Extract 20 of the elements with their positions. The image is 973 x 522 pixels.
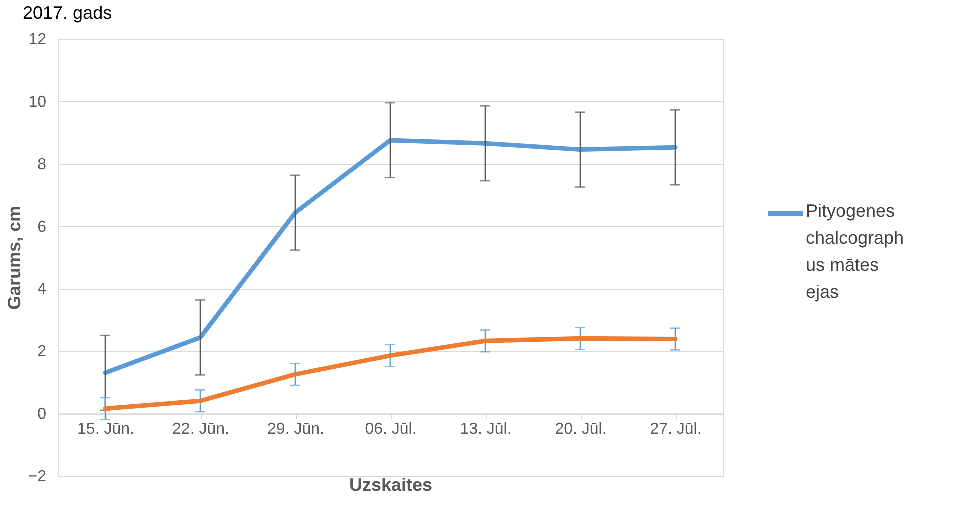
y-tick-label: −2 — [28, 468, 47, 486]
x-axis-title: Uzskaites — [349, 475, 433, 496]
y-tick-label: 10 — [28, 94, 47, 111]
y-tick-label: 8 — [38, 156, 47, 174]
y-axis-title: Garums, cm — [4, 206, 24, 310]
y-tick-label: 0 — [38, 406, 47, 424]
y-tick-label: 2 — [38, 344, 47, 361]
x-tick-label: 06. Jūl. — [365, 421, 417, 438]
legend-label: Pityogenes chalcographus mātes ejas — [806, 200, 904, 302]
y-tick-label: 12 — [28, 32, 47, 48]
y-tick-label: 4 — [38, 281, 47, 298]
x-tick-label: 13. Jūl. — [460, 421, 512, 438]
x-tick-label: 22. Jūn. — [172, 421, 230, 438]
x-tick-label: 15. Jūn. — [78, 421, 134, 438]
chart-title: 2017. gads — [23, 3, 112, 23]
line-series — [103, 138, 678, 376]
x-tick-label: 27. Jūl. — [650, 421, 702, 438]
x-tick-label: 29. Jūn. — [268, 421, 324, 438]
y-tick-label: 6 — [38, 218, 47, 236]
x-tick-label: 20. Jūl. — [555, 421, 607, 438]
